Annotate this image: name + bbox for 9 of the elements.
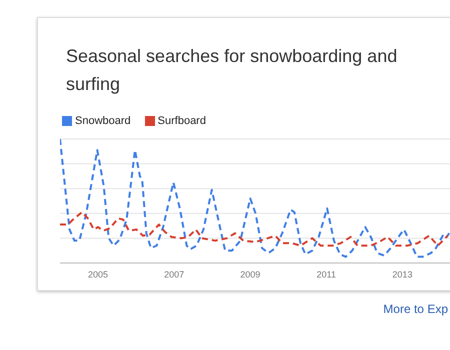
- x-tick-label: 2009: [240, 269, 260, 280]
- x-tick-label: 2011: [316, 269, 336, 280]
- text: More to Exp: [383, 302, 448, 316]
- x-tick-label: 2005: [88, 269, 108, 280]
- chart-title: Seasonal searches for snowboarding and surfing: [66, 45, 398, 96]
- legend-label: Surfboard: [158, 115, 206, 127]
- x-tick-label: 2007: [164, 269, 184, 280]
- x-tick-label: 2013: [392, 269, 412, 280]
- legend-label: Snowboard: [75, 115, 131, 127]
